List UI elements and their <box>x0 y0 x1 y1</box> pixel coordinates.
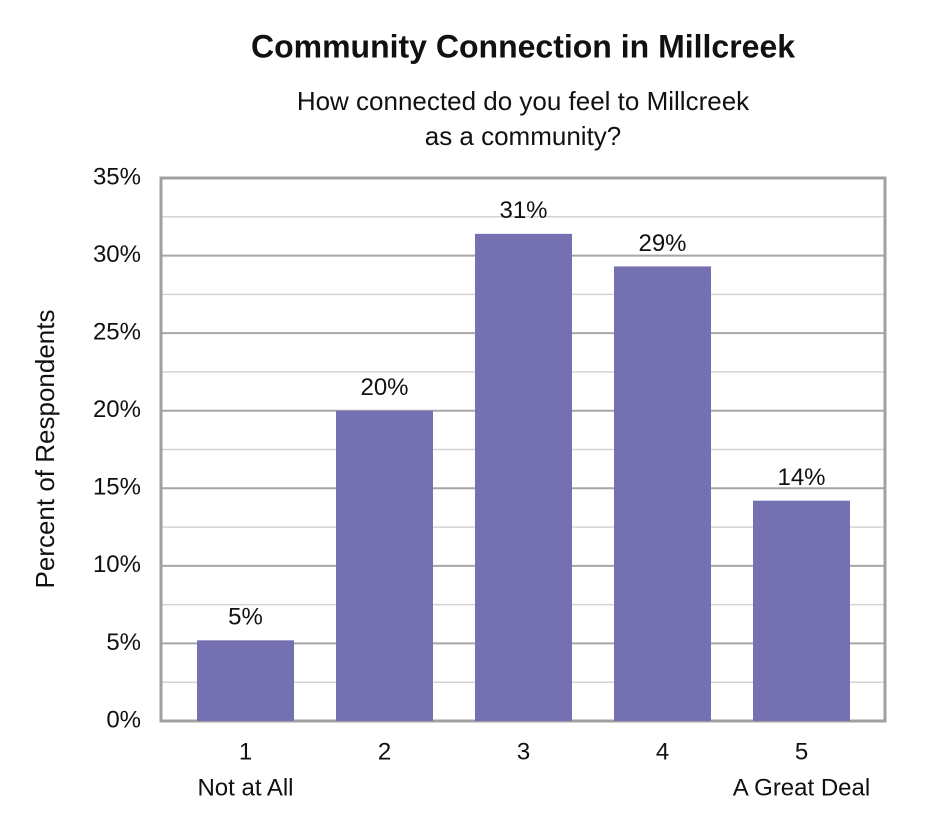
y-tick-label: 5% <box>106 629 141 656</box>
x-tick-sublabel: A Great Deal <box>733 774 870 801</box>
y-axis-label: Percent of Respondents <box>30 310 60 589</box>
chart-subtitle: as a community? <box>425 121 622 151</box>
bar <box>336 410 433 721</box>
y-tick-label: 25% <box>93 318 141 345</box>
bar <box>197 640 294 721</box>
x-tick-label: 4 <box>656 738 669 765</box>
y-tick-label: 0% <box>106 706 141 733</box>
x-tick-sublabel: Not at All <box>197 774 293 801</box>
y-tick-label: 35% <box>93 163 141 190</box>
x-tick-label: 2 <box>378 738 391 765</box>
value-label: 14% <box>777 464 825 491</box>
value-label: 31% <box>499 197 547 224</box>
chart-title: Community Connection in Millcreek <box>251 28 795 64</box>
chart-subtitle: How connected do you feel to Millcreek <box>297 86 750 116</box>
y-tick-label: 20% <box>93 396 141 423</box>
bar <box>614 266 711 721</box>
value-label: 29% <box>638 230 686 257</box>
y-tick-label: 30% <box>93 241 141 268</box>
y-tick-label: 10% <box>93 551 141 578</box>
bar <box>475 233 572 721</box>
bar <box>753 500 850 721</box>
value-label: 5% <box>228 604 263 631</box>
y-tick-label: 15% <box>93 474 141 501</box>
value-label: 20% <box>360 374 408 401</box>
x-tick-label: 1 <box>239 738 252 765</box>
x-tick-label: 3 <box>517 738 530 765</box>
x-tick-label: 5 <box>795 738 808 765</box>
